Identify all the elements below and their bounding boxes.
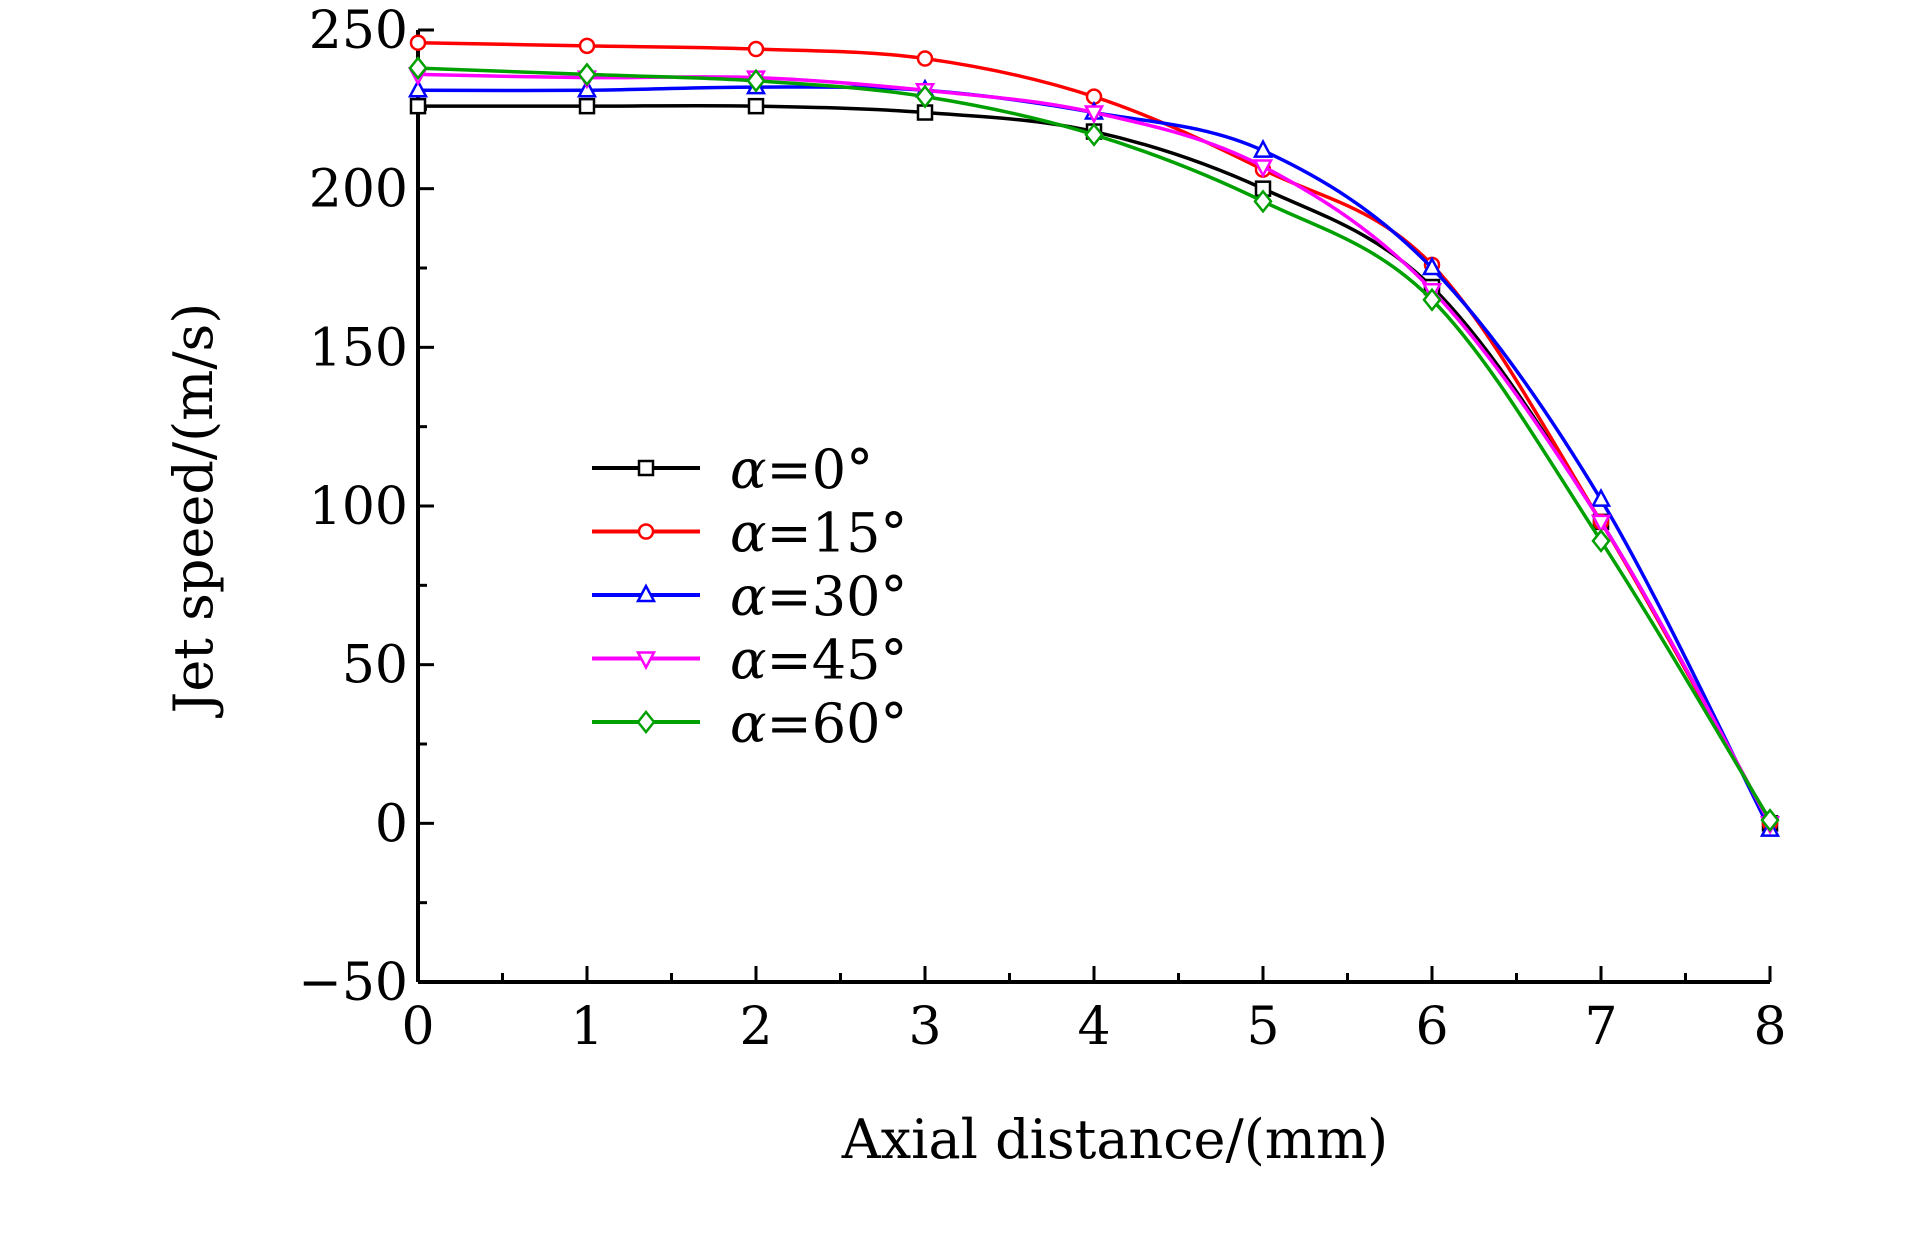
series-3	[407, 67, 1781, 835]
data-point	[747, 97, 765, 115]
legend-value: =60°	[766, 692, 907, 755]
legend-value: =0°	[766, 438, 873, 501]
legend-label: α=15°	[730, 502, 907, 565]
y-tick-label: 50	[342, 636, 408, 696]
data-point	[1590, 514, 1612, 534]
legend-value: =15°	[766, 502, 907, 565]
data-point	[407, 78, 429, 98]
series-1	[409, 34, 1779, 832]
data-point	[409, 97, 427, 115]
y-tick-label: 250	[309, 1, 408, 61]
x-tick-label: 0	[401, 997, 434, 1057]
legend-swatch-marker	[637, 523, 655, 540]
data-point	[578, 37, 596, 55]
data-point	[746, 68, 766, 93]
y-tick-label: 200	[309, 160, 408, 220]
data-point	[1084, 122, 1104, 147]
legend-swatch-marker	[637, 459, 655, 477]
data-point	[578, 97, 596, 115]
x-tick-label: 2	[739, 997, 772, 1057]
series-line	[417, 85, 1772, 831]
data-point	[1252, 138, 1274, 158]
legend-item: α=45°	[592, 629, 907, 692]
legend-label: α=60°	[730, 692, 907, 755]
x-tick-label: 6	[1415, 997, 1448, 1057]
data-point	[916, 50, 934, 67]
data-point	[1253, 189, 1273, 214]
data-point	[1422, 287, 1442, 312]
x-tick-label: 5	[1246, 997, 1279, 1057]
series-layer	[407, 34, 1781, 837]
y-tick-label: 150	[309, 318, 408, 378]
legend-symbol: α	[730, 692, 766, 755]
legend-value: =45°	[766, 629, 907, 692]
legend-swatch-marker	[635, 583, 657, 603]
y-tick-label: −50	[298, 953, 408, 1013]
data-point	[915, 84, 935, 109]
data-point	[408, 56, 428, 81]
y-axis-title: Jet speed/(m/s)	[162, 303, 225, 719]
legend-swatch-marker	[636, 709, 656, 735]
data-point	[1252, 159, 1274, 179]
legend: α=0°α=15°α=30°α=45°α=60°	[592, 438, 907, 755]
data-point	[577, 62, 597, 87]
y-tick-label: 100	[309, 477, 408, 537]
data-point	[1590, 487, 1612, 507]
legend-swatch-marker	[635, 651, 657, 671]
data-point	[1083, 105, 1105, 125]
x-tick-label: 4	[1077, 997, 1110, 1057]
x-tick-label: 1	[570, 997, 603, 1057]
legend-item: α=60°	[592, 692, 907, 755]
series-line	[417, 72, 1772, 825]
series-line	[417, 66, 1772, 822]
axes	[416, 28, 1772, 984]
legend-symbol: α	[730, 502, 766, 565]
legend-symbol: α	[730, 629, 766, 692]
legend-symbol: α	[730, 438, 766, 501]
data-point	[409, 34, 427, 51]
data-point	[1591, 528, 1611, 553]
y-tick-label: 0	[375, 794, 408, 854]
legend-symbol: α	[730, 565, 766, 628]
data-point	[1760, 808, 1780, 833]
legend-label: α=0°	[730, 438, 873, 501]
x-tick-label: 7	[1584, 997, 1617, 1057]
x-tick-label: 8	[1753, 997, 1786, 1057]
legend-value: =30°	[766, 565, 907, 628]
legend-label: α=30°	[730, 565, 907, 628]
series-line	[417, 40, 1772, 825]
legend-item: α=15°	[592, 502, 907, 565]
legend-item: α=0°	[592, 438, 873, 501]
x-tick-label: 3	[908, 997, 941, 1057]
legend-label: α=45°	[730, 629, 907, 692]
data-point	[1421, 256, 1443, 276]
data-point	[747, 40, 765, 58]
x-axis-title: Axial distance/(mm)	[841, 1108, 1389, 1171]
legend-item: α=30°	[592, 565, 907, 628]
series-4	[408, 56, 1780, 833]
